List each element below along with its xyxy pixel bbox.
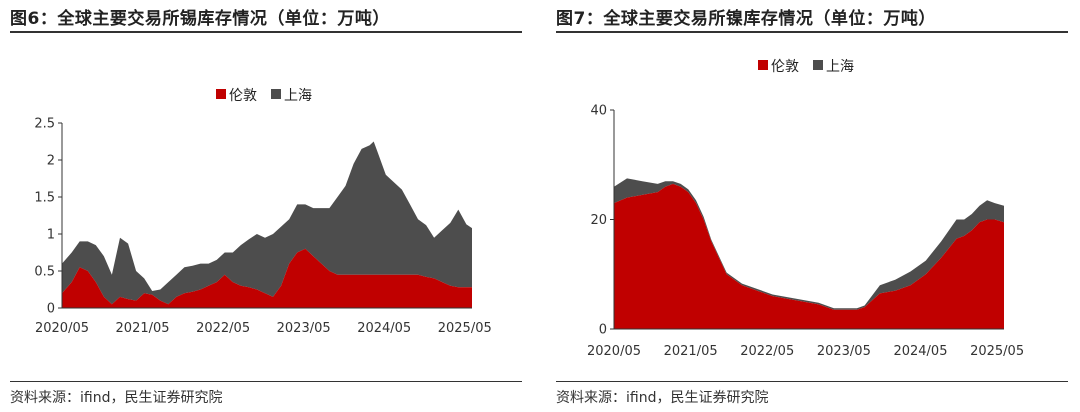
series-area-shanghai (614, 178, 1004, 310)
y-tick-label: 20 (590, 213, 607, 228)
x-tick-label: 2025/05 (438, 321, 492, 336)
x-tick-label: 2023/05 (277, 321, 331, 336)
legend-swatch (758, 60, 768, 70)
x-tick-label: 2022/05 (196, 321, 250, 336)
y-tick-label: 0.5 (34, 265, 55, 280)
legend-label: 伦敦 (229, 88, 257, 104)
legend-swatch (813, 60, 823, 70)
legend-swatch (216, 89, 226, 99)
series-area-london (614, 183, 1004, 329)
legend-label: 伦敦 (771, 59, 799, 75)
chart-title: 图6：全球主要交易所锡库存情况（单位：万吨） (10, 9, 390, 29)
x-tick-label: 2021/05 (664, 344, 718, 359)
legend-label: 上海 (284, 88, 312, 104)
y-tick-label: 40 (590, 104, 607, 119)
series-area-shanghai (62, 141, 472, 305)
y-tick-label: 2.5 (34, 117, 55, 132)
source-note: 资料来源：ifind，民生证券研究院 (10, 390, 223, 406)
nickel-inventory-chart: 0 20 40 2020/05 2021/05 2022/05 2023/05 2024/05… (587, 59, 1024, 359)
source-divider (556, 381, 1068, 382)
y-tick-label: 0 (47, 302, 55, 317)
x-tick-label: 2020/05 (35, 321, 89, 336)
legend-label: 上海 (826, 59, 854, 75)
chart-panel-nickel: 图7：全球主要交易所镍库存情况（单位：万吨） 0 20 40 2020/05 2021/… (556, 0, 1068, 412)
x-tick-label: 2020/05 (587, 344, 641, 359)
legend-swatch (271, 89, 281, 99)
x-tick-label: 2024/05 (357, 321, 411, 336)
chart-panel-tin: 图6：全球主要交易所锡库存情况（单位：万吨） 0 0.5 1 1.5 2 2.5 2020/… (10, 0, 522, 412)
title-underline (10, 31, 522, 33)
x-tick-label: 2022/05 (740, 344, 794, 359)
x-tick-label: 2025/05 (970, 344, 1024, 359)
tin-inventory-chart: 0 0.5 1 1.5 2 2.5 2020/05 2021/05 2022/05 2023/05… (34, 88, 492, 336)
x-tick-label: 2023/05 (817, 344, 871, 359)
title-underline (556, 31, 1068, 33)
x-tick-label: 2021/05 (116, 321, 170, 336)
y-tick-label: 2 (47, 154, 55, 169)
x-tick-label: 2024/05 (893, 344, 947, 359)
series-area-london (62, 248, 472, 308)
y-tick-label: 1 (47, 228, 55, 243)
y-tick-label: 1.5 (34, 191, 55, 206)
source-note: 资料来源：ifind，民生证券研究院 (556, 390, 769, 406)
chart-title: 图7：全球主要交易所镍库存情况（单位：万吨） (556, 9, 936, 29)
source-divider (10, 381, 522, 382)
y-tick-label: 0 (599, 323, 607, 338)
